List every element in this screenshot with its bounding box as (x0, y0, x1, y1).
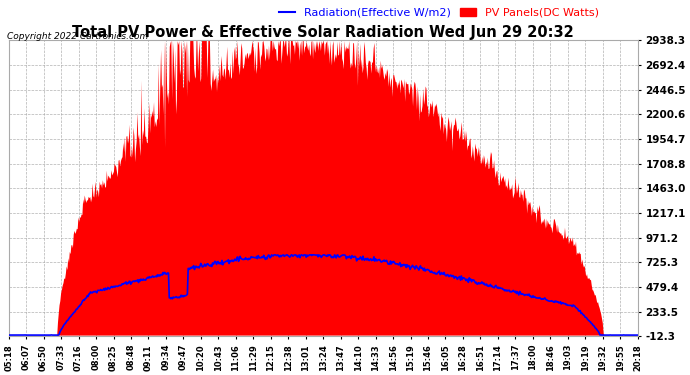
Text: Copyright 2022 Cartronics.com: Copyright 2022 Cartronics.com (7, 32, 148, 41)
Legend: Radiation(Effective W/m2), PV Panels(DC Watts): Radiation(Effective W/m2), PV Panels(DC … (274, 3, 604, 22)
Title: Total PV Power & Effective Solar Radiation Wed Jun 29 20:32: Total PV Power & Effective Solar Radiati… (72, 26, 574, 40)
